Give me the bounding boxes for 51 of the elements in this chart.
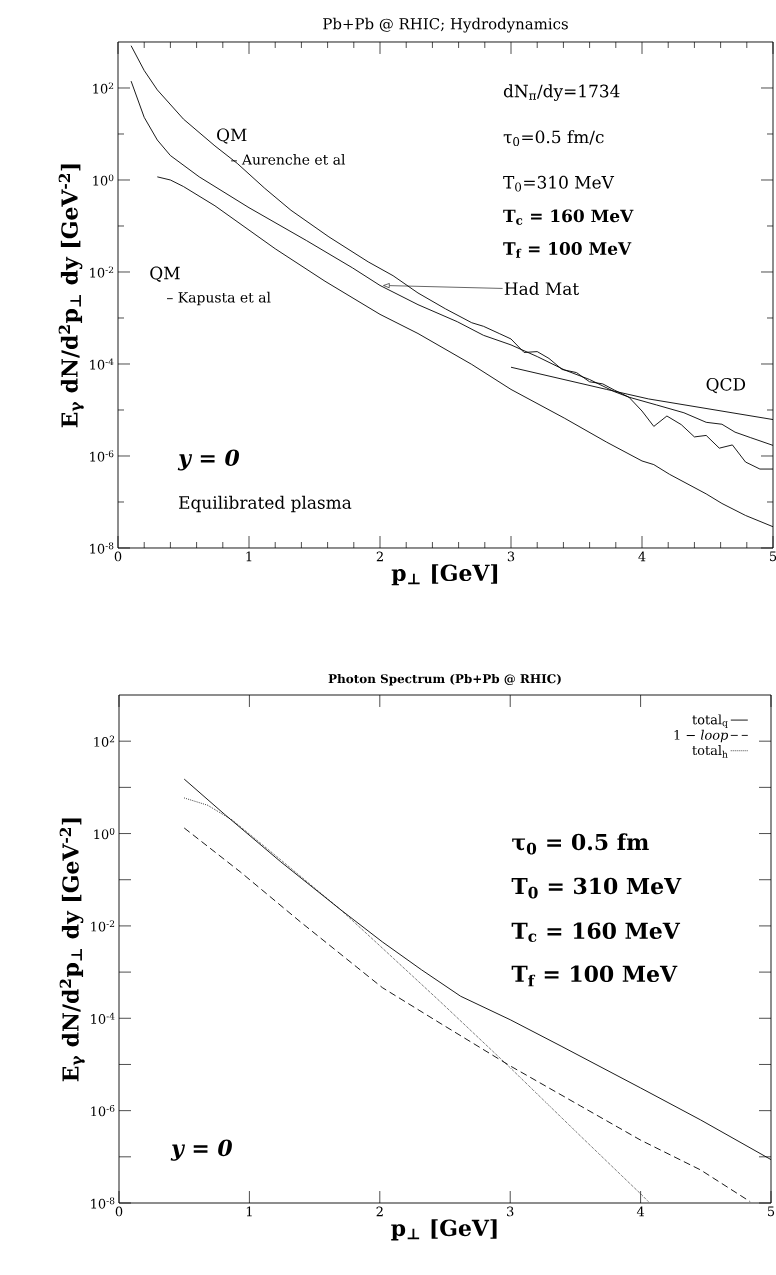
annotation: y = 0 (177, 449, 240, 471)
annotation: T$_{c}$ = 160 MeV (503, 209, 634, 225)
annotation: τ$_{0}$ = 0.5 fm (512, 833, 649, 855)
y-tick-label: 10$^{-4}$ (90, 358, 114, 370)
x-tick-label: 0 (115, 1206, 123, 1217)
y-tick-label: 10$^{-4}$ (91, 1012, 115, 1024)
y-tick-label: 10$^{-8}$ (91, 1197, 115, 1209)
legend-label: total$_{q}$ (692, 714, 728, 728)
annotation: T$_{0}$=310 MeV (503, 175, 615, 192)
x-tick-label: 3 (507, 551, 515, 562)
x-axis-title: p$_{⊥}$ [GeV] (391, 564, 498, 586)
annotation: T$_{f}$ = 100 MeV (511, 965, 678, 987)
chart-title: Pb+Pb @ RHIC; Hydrodynamics (323, 17, 568, 33)
annotation: QM (217, 128, 247, 144)
annotation: QCD (706, 377, 746, 394)
y-tick-label: 10$^{0}$ (93, 174, 114, 186)
y-tick-label: 10$^{-8}$ (90, 542, 114, 554)
x-tick-label: 2 (376, 551, 383, 562)
text: E$_{γ}$ dN/d$^{2}$p$_{⊥}$ dy [GeV$^{-2}$] (59, 818, 85, 1082)
chart-title: Photon Spectrum (Pb+Pb @ RHIC) (328, 673, 561, 686)
y-tick-label: 10$^{-6}$ (91, 1105, 115, 1117)
annotation: T$_{0}$ = 310 MeV (511, 877, 682, 899)
y-tick-label: 10$^{-2}$ (91, 920, 115, 932)
y-tick-label: 10$^{2}$ (93, 82, 114, 94)
annotation: T$_{f}$ = 100 MeV (503, 242, 632, 258)
annotation: τ$_{0}$=0.5 fm/c (503, 130, 604, 147)
x-tick-label: 5 (769, 551, 776, 562)
y-tick-label: 10$^{2}$ (94, 735, 115, 747)
x-tick-label: 1 (246, 551, 252, 562)
annotation: dN$_{π}$/dy=1734 (503, 84, 620, 101)
annotation: T$_{c}$ = 160 MeV (511, 922, 681, 943)
x-tick-label: 5 (767, 1206, 775, 1217)
x-tick-label: 4 (638, 551, 646, 562)
annotation: – Kapusta et al (166, 291, 271, 306)
x-tick-label: 3 (507, 1206, 514, 1217)
x-axis-title: p$_{⊥}$ [GeV] (391, 1219, 497, 1241)
x-tick-label: 4 (636, 1206, 645, 1217)
annotation: y = 0 (170, 1139, 232, 1161)
x-tick-label: 2 (376, 1206, 383, 1217)
x-tick-label: 0 (114, 551, 122, 562)
annotation: Had Mat (504, 281, 579, 295)
text: E$_{γ}$ dN/d$^{2}$p$_{⊥}$ dy [GeV$^{-2}$] (58, 164, 84, 428)
annotation: – Aurenche et al (231, 153, 346, 165)
y-tick-label: 10$^{-2}$ (90, 266, 114, 278)
y-tick-label: 10$^{-6}$ (90, 450, 114, 462)
y-tick-label: 10$^{0}$ (94, 827, 115, 840)
annotation: QM (150, 266, 180, 282)
annotation: Equilibrated plasma (179, 495, 352, 513)
legend-label: 1 − loop (674, 729, 729, 743)
x-tick-label: 1 (246, 1206, 252, 1217)
legend-label: total$_{h}$ (692, 745, 728, 758)
